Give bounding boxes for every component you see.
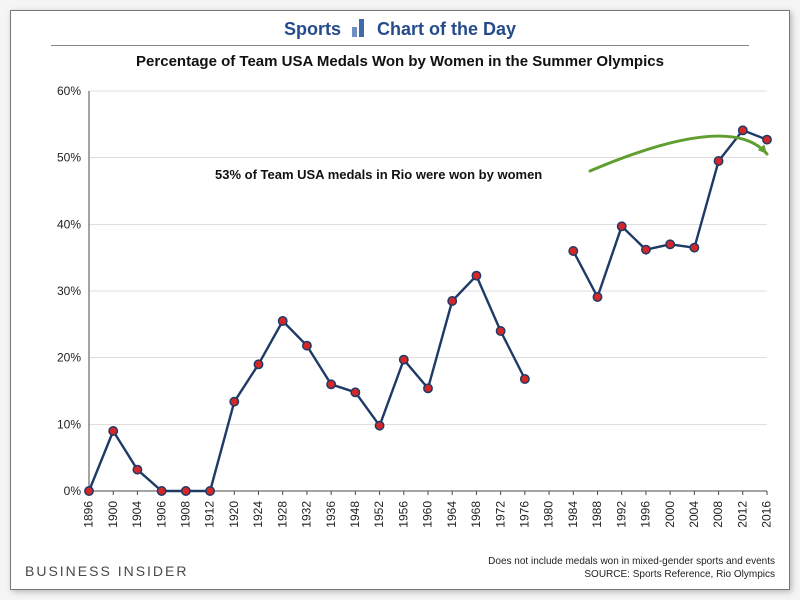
svg-text:1906: 1906 bbox=[154, 501, 168, 528]
svg-text:1972: 1972 bbox=[493, 501, 507, 528]
svg-text:40%: 40% bbox=[57, 217, 81, 231]
svg-text:1992: 1992 bbox=[614, 501, 628, 528]
svg-text:1968: 1968 bbox=[469, 501, 483, 528]
svg-text:2000: 2000 bbox=[663, 501, 677, 528]
footnote-line1: Does not include medals won in mixed-gen… bbox=[488, 555, 775, 568]
svg-text:1928: 1928 bbox=[275, 501, 289, 528]
svg-text:2004: 2004 bbox=[687, 501, 701, 528]
svg-text:50%: 50% bbox=[57, 151, 81, 165]
svg-text:1964: 1964 bbox=[445, 501, 459, 528]
svg-text:1988: 1988 bbox=[590, 501, 604, 528]
svg-text:1920: 1920 bbox=[227, 501, 241, 528]
svg-text:1952: 1952 bbox=[372, 501, 386, 528]
brand-logo: BUSINESS INSIDER bbox=[25, 563, 189, 579]
chart-card: Sports Chart of the Day Percentage of Te… bbox=[10, 10, 790, 590]
svg-text:2012: 2012 bbox=[735, 501, 749, 528]
svg-text:2008: 2008 bbox=[711, 501, 725, 528]
chart-plot: 0% 10% 20% 30% 40% 50% 60% 1896 1900 1904 1906 1908… bbox=[11, 11, 789, 589]
svg-text:1924: 1924 bbox=[251, 501, 265, 528]
svg-text:1936: 1936 bbox=[324, 501, 338, 528]
svg-text:1996: 1996 bbox=[639, 501, 653, 528]
svg-text:1984: 1984 bbox=[566, 501, 580, 528]
svg-text:1912: 1912 bbox=[203, 501, 217, 528]
footnote-line2: SOURCE: Sports Reference, Rio Olympics bbox=[488, 568, 775, 581]
svg-text:2016: 2016 bbox=[760, 501, 774, 528]
svg-text:0%: 0% bbox=[64, 484, 82, 498]
svg-text:1976: 1976 bbox=[517, 501, 531, 528]
svg-text:1908: 1908 bbox=[178, 501, 192, 528]
svg-text:30%: 30% bbox=[57, 284, 81, 298]
svg-text:1904: 1904 bbox=[130, 501, 144, 528]
svg-text:1948: 1948 bbox=[348, 501, 362, 528]
brand-part1: BUSINESS bbox=[25, 563, 112, 579]
svg-text:60%: 60% bbox=[57, 84, 81, 98]
svg-text:53% of Team USA medals in Rio: 53% of Team USA medals in Rio were won b… bbox=[215, 167, 542, 182]
svg-text:10%: 10% bbox=[57, 417, 81, 431]
svg-text:1980: 1980 bbox=[542, 501, 556, 528]
svg-text:1896: 1896 bbox=[82, 501, 96, 528]
footnote: Does not include medals won in mixed-gen… bbox=[488, 555, 775, 581]
brand-part2: INSIDER bbox=[112, 563, 189, 579]
svg-text:1932: 1932 bbox=[300, 501, 314, 528]
svg-text:1900: 1900 bbox=[106, 501, 120, 528]
svg-text:20%: 20% bbox=[57, 351, 81, 365]
svg-text:1960: 1960 bbox=[421, 501, 435, 528]
svg-text:1956: 1956 bbox=[396, 501, 410, 528]
